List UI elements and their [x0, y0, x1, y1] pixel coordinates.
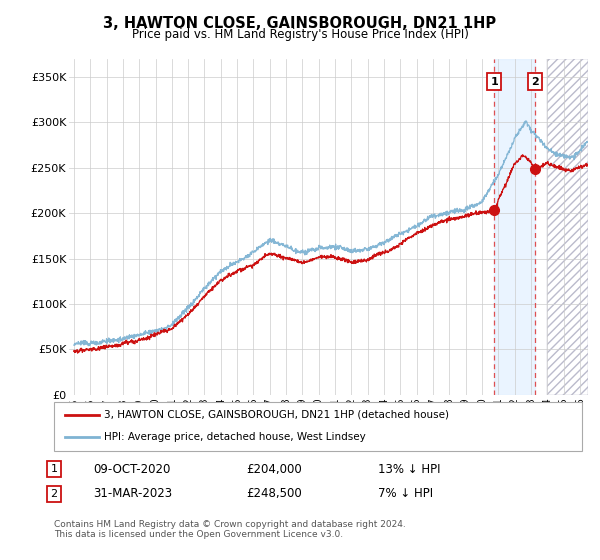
Text: 2: 2	[50, 489, 58, 499]
Bar	[547, 59, 588, 395]
Text: Price paid vs. HM Land Registry's House Price Index (HPI): Price paid vs. HM Land Registry's House …	[131, 28, 469, 41]
Text: 31-MAR-2023: 31-MAR-2023	[93, 487, 172, 501]
Text: HPI: Average price, detached house, West Lindsey: HPI: Average price, detached house, West…	[104, 432, 366, 442]
Text: £248,500: £248,500	[246, 487, 302, 501]
Text: 1: 1	[50, 464, 58, 474]
Text: 09-OCT-2020: 09-OCT-2020	[93, 463, 170, 476]
Text: 7% ↓ HPI: 7% ↓ HPI	[378, 487, 433, 501]
Bar	[494, 59, 535, 395]
Text: Contains HM Land Registry data © Crown copyright and database right 2024.
This d: Contains HM Land Registry data © Crown c…	[54, 520, 406, 539]
FancyBboxPatch shape	[54, 402, 582, 451]
Text: 2: 2	[531, 77, 539, 86]
Text: 13% ↓ HPI: 13% ↓ HPI	[378, 463, 440, 476]
Text: 3, HAWTON CLOSE, GAINSBOROUGH, DN21 1HP: 3, HAWTON CLOSE, GAINSBOROUGH, DN21 1HP	[103, 16, 497, 31]
Text: £204,000: £204,000	[246, 463, 302, 476]
Text: 1: 1	[491, 77, 499, 86]
Text: 3, HAWTON CLOSE, GAINSBOROUGH, DN21 1HP (detached house): 3, HAWTON CLOSE, GAINSBOROUGH, DN21 1HP …	[104, 410, 449, 420]
